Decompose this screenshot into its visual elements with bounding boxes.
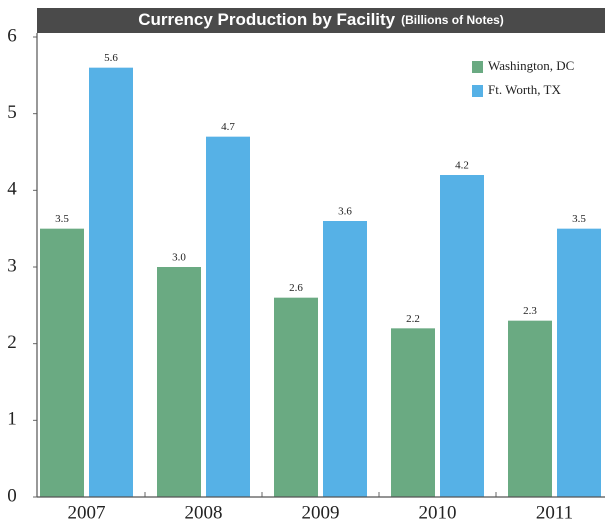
y-tick-label: 4: [7, 179, 17, 200]
legend-swatch: [472, 85, 483, 97]
legend-label: Washington, DC: [488, 58, 574, 73]
legend-swatch: [472, 61, 483, 73]
subtitle: (Billions of Notes): [401, 13, 504, 27]
title-bar: [37, 8, 605, 33]
value-label: 2.2: [406, 313, 420, 325]
bar: [206, 136, 250, 497]
y-tick-label: 6: [7, 25, 17, 46]
bar: [40, 228, 84, 497]
x-tick-label: 2009: [302, 502, 340, 523]
value-label: 3.0: [172, 252, 186, 264]
bar: [440, 175, 484, 497]
value-label: 4.2: [455, 160, 469, 172]
value-label: 3.5: [55, 213, 69, 225]
bar: [557, 228, 601, 497]
value-label: 4.7: [221, 121, 235, 133]
bar: [157, 267, 201, 497]
y-tick-label: 1: [7, 409, 17, 430]
x-tick-label: 2008: [185, 502, 223, 523]
y-tick-label: 5: [7, 102, 17, 123]
bar: [274, 297, 318, 497]
chart-title: Currency Production by Facility (Billions…: [138, 10, 504, 29]
x-tick-label: 2007: [68, 502, 106, 523]
y-tick-label: 0: [7, 485, 17, 506]
value-label: 5.6: [104, 52, 118, 64]
value-label: 3.5: [572, 213, 586, 225]
x-tick-label: 2010: [419, 502, 457, 523]
y-tick-label: 3: [7, 255, 17, 276]
legend-label: Ft. Worth, TX: [488, 82, 561, 97]
value-label: 3.6: [338, 206, 352, 218]
x-tick-label: 2011: [536, 502, 573, 523]
bar: [89, 67, 133, 498]
bar: [323, 221, 367, 497]
bar: [391, 328, 435, 497]
value-label: 2.6: [289, 282, 303, 294]
bar: [508, 320, 552, 497]
value-label: 2.3: [523, 305, 537, 317]
title: Currency Production by Facility: [138, 10, 395, 29]
y-tick-label: 2: [7, 332, 17, 353]
